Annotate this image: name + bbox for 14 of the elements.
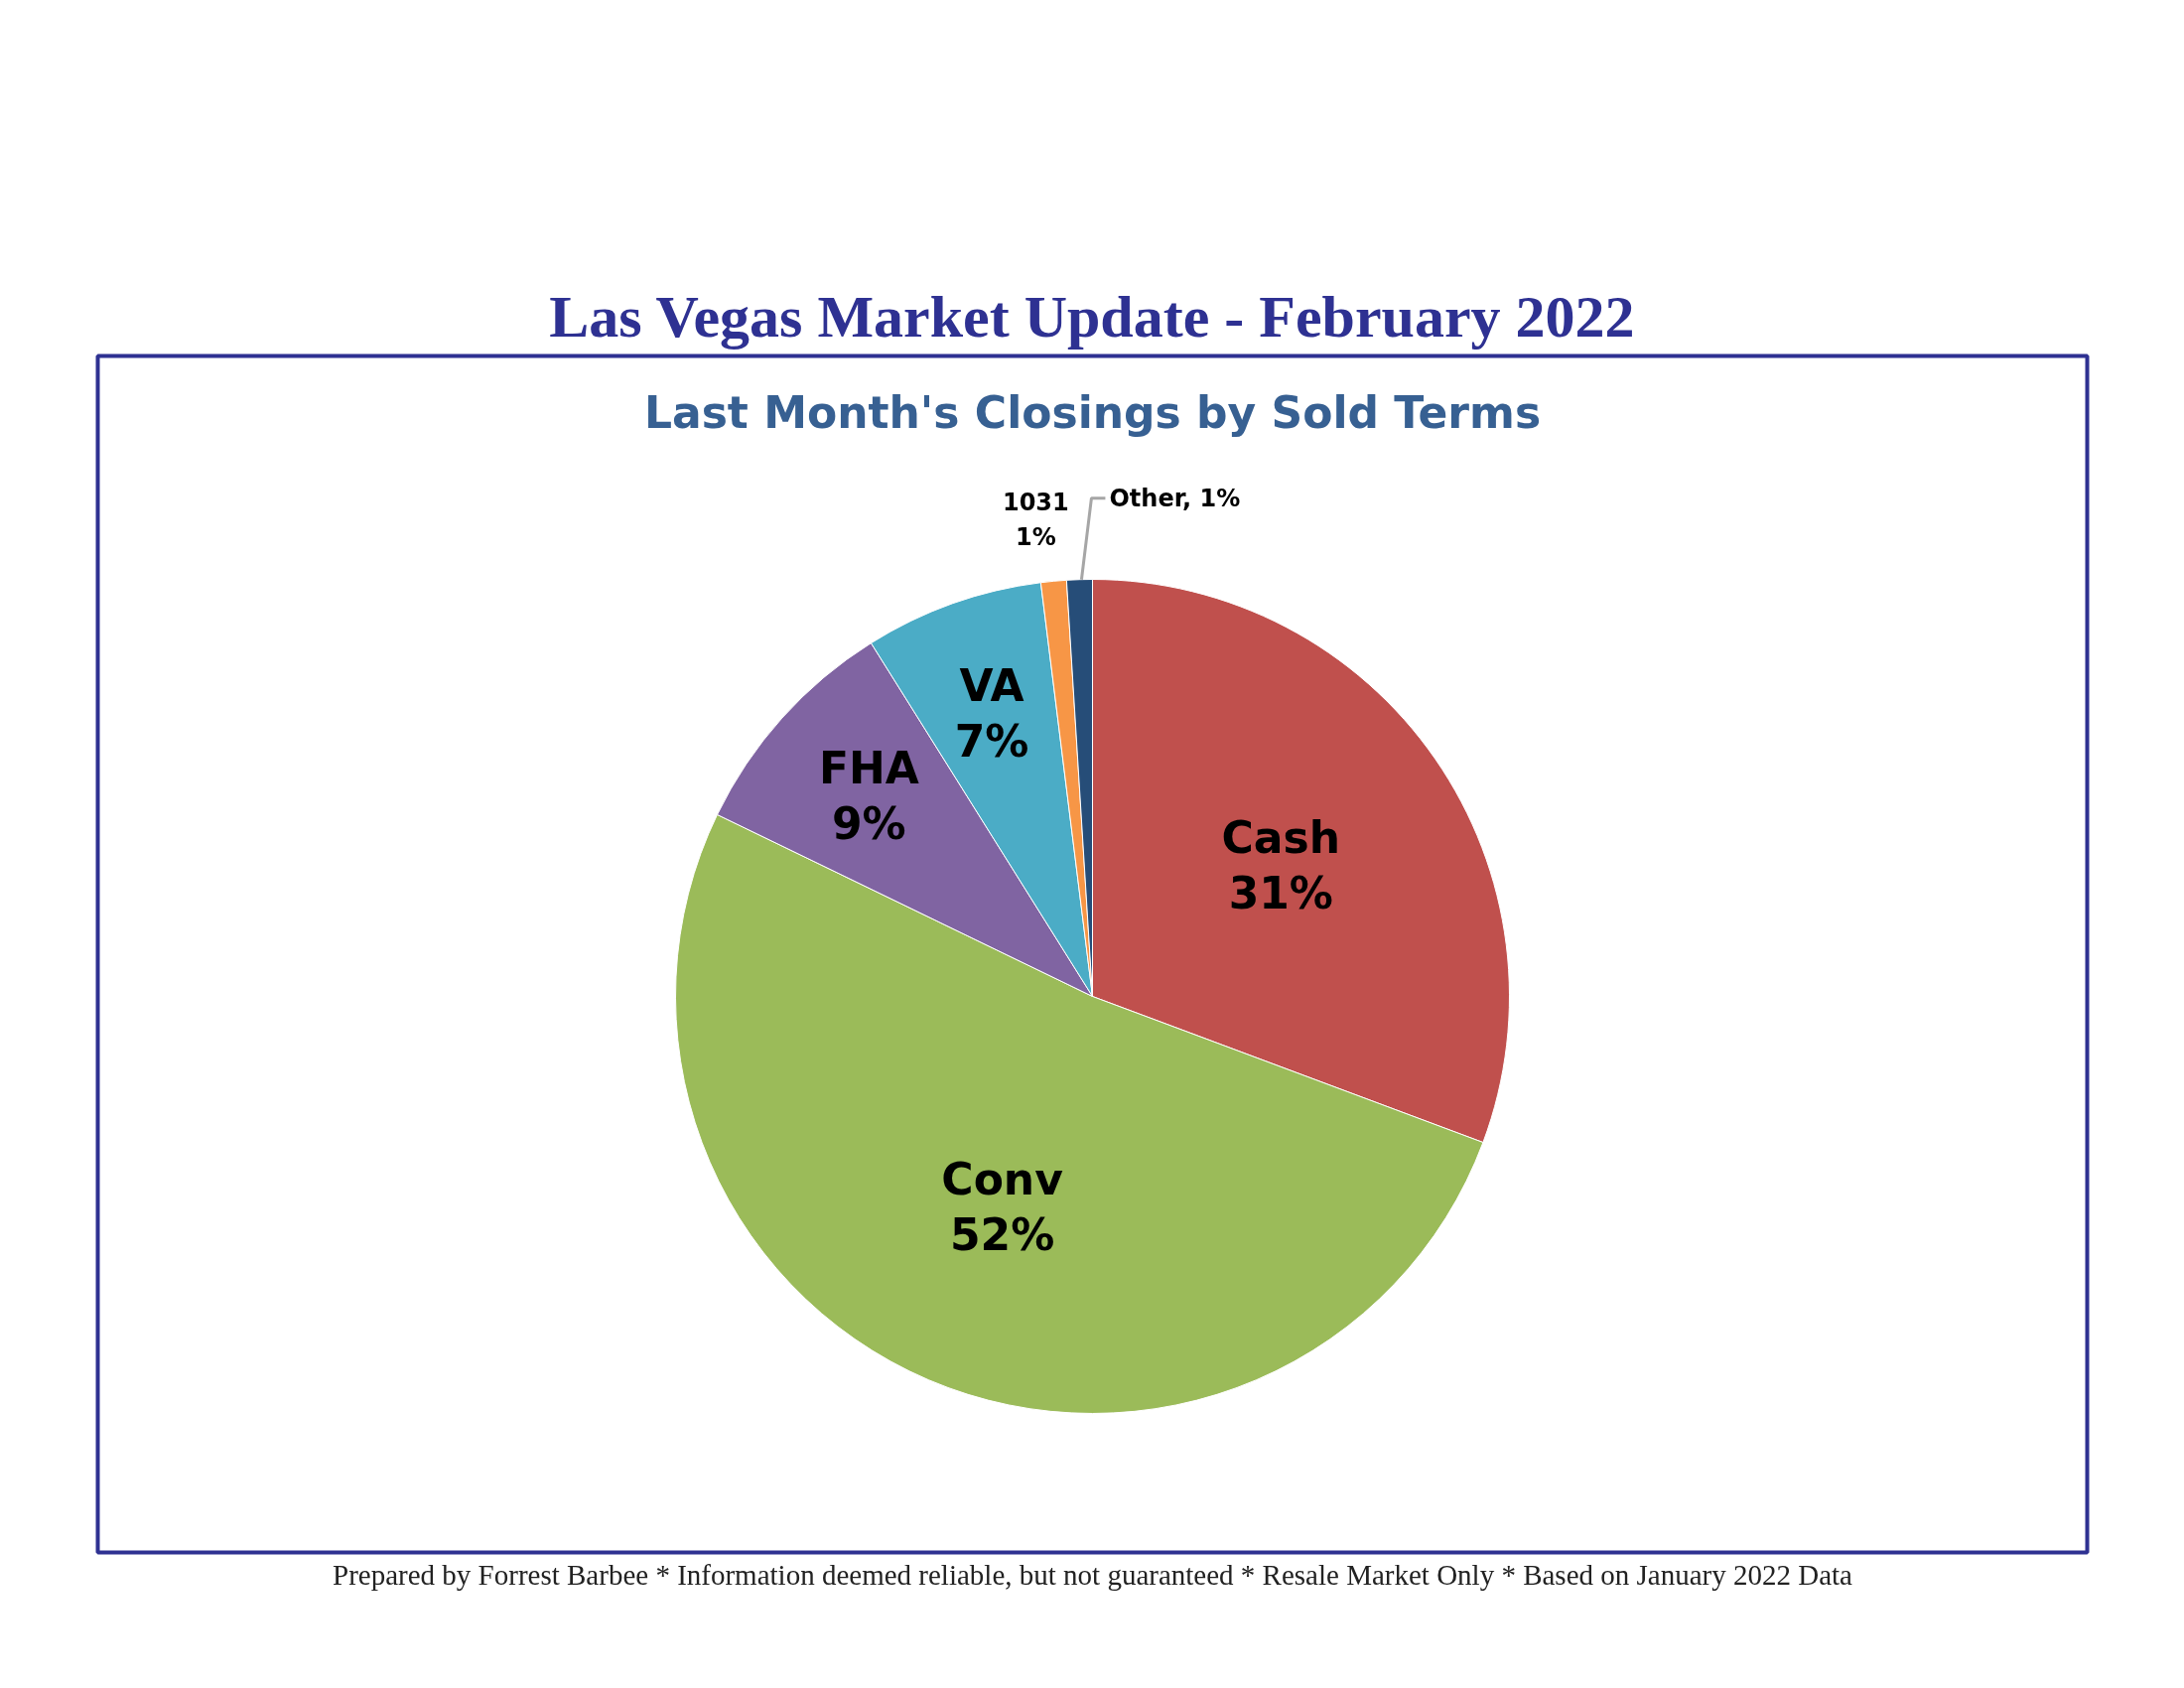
slice-label: 1031	[1002, 489, 1069, 517]
slice-label: FHA	[818, 743, 919, 794]
data-label: 7%	[954, 716, 1029, 768]
chart-title: Las Vegas Market Update - February 2022	[549, 283, 1635, 350]
slice-label: VA	[959, 660, 1024, 712]
data-label: 31%	[1228, 868, 1333, 919]
data-label: 52%	[949, 1209, 1055, 1261]
text: Prepared by Forrest Barbee * Information deemed reliable, but not guaranteed * Resale Market Only * Based on January 2022 Data	[333, 1558, 1853, 1591]
slice-label: Conv	[941, 1154, 1064, 1205]
data-label: 1%	[1015, 523, 1056, 552]
slice-label: Cash	[1221, 812, 1341, 864]
slice-label: Other, 1%	[1109, 484, 1241, 512]
data-label: 9%	[832, 798, 906, 850]
chart-subtitle: Last Month's Closings by Sold Terms	[643, 387, 1542, 438]
